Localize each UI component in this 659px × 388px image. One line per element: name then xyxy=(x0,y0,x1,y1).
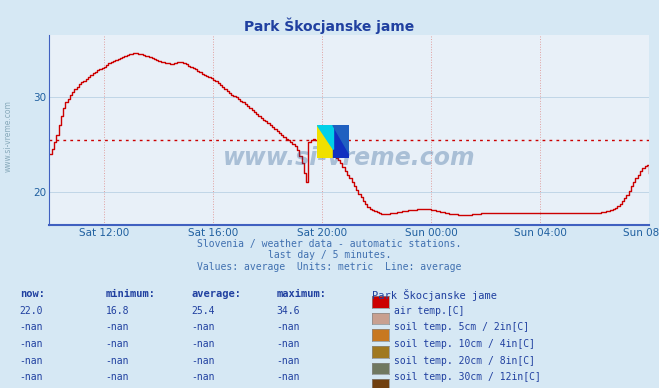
Text: -nan: -nan xyxy=(191,339,215,349)
Text: 22.0: 22.0 xyxy=(20,306,43,316)
Text: soil temp. 10cm / 4in[C]: soil temp. 10cm / 4in[C] xyxy=(394,339,535,349)
Text: -nan: -nan xyxy=(20,339,43,349)
Text: 34.6: 34.6 xyxy=(277,306,301,316)
Text: -nan: -nan xyxy=(20,372,43,383)
Text: -nan: -nan xyxy=(20,356,43,366)
Text: Slovenia / weather data - automatic stations.: Slovenia / weather data - automatic stat… xyxy=(197,239,462,249)
Text: -nan: -nan xyxy=(191,372,215,383)
Text: -nan: -nan xyxy=(105,356,129,366)
Polygon shape xyxy=(333,125,349,154)
Text: last day / 5 minutes.: last day / 5 minutes. xyxy=(268,250,391,260)
Text: 25.4: 25.4 xyxy=(191,306,215,316)
Text: -nan: -nan xyxy=(191,356,215,366)
Text: -nan: -nan xyxy=(105,372,129,383)
Polygon shape xyxy=(316,125,333,149)
Text: www.si-vreme.com: www.si-vreme.com xyxy=(4,100,13,172)
Text: 16.8: 16.8 xyxy=(105,306,129,316)
Text: maximum:: maximum: xyxy=(277,289,327,299)
Text: soil temp. 5cm / 2in[C]: soil temp. 5cm / 2in[C] xyxy=(394,322,529,333)
Text: soil temp. 30cm / 12in[C]: soil temp. 30cm / 12in[C] xyxy=(394,372,541,383)
Text: -nan: -nan xyxy=(20,322,43,333)
Text: minimum:: minimum: xyxy=(105,289,156,299)
Text: www.si-vreme.com: www.si-vreme.com xyxy=(223,147,476,170)
Text: air temp.[C]: air temp.[C] xyxy=(394,306,465,316)
Text: -nan: -nan xyxy=(105,339,129,349)
Text: -nan: -nan xyxy=(277,322,301,333)
Text: now:: now: xyxy=(20,289,45,299)
Text: -nan: -nan xyxy=(105,322,129,333)
Bar xyxy=(333,125,349,158)
Text: -nan: -nan xyxy=(277,356,301,366)
Text: average:: average: xyxy=(191,289,241,299)
Text: -nan: -nan xyxy=(277,339,301,349)
Text: -nan: -nan xyxy=(191,322,215,333)
Text: Values: average  Units: metric  Line: average: Values: average Units: metric Line: aver… xyxy=(197,262,462,272)
Text: Park Škocjanske jame: Park Škocjanske jame xyxy=(372,289,498,301)
Text: soil temp. 20cm / 8in[C]: soil temp. 20cm / 8in[C] xyxy=(394,356,535,366)
Bar xyxy=(316,125,333,158)
Text: Park Škocjanske jame: Park Škocjanske jame xyxy=(244,17,415,34)
Text: -nan: -nan xyxy=(277,372,301,383)
